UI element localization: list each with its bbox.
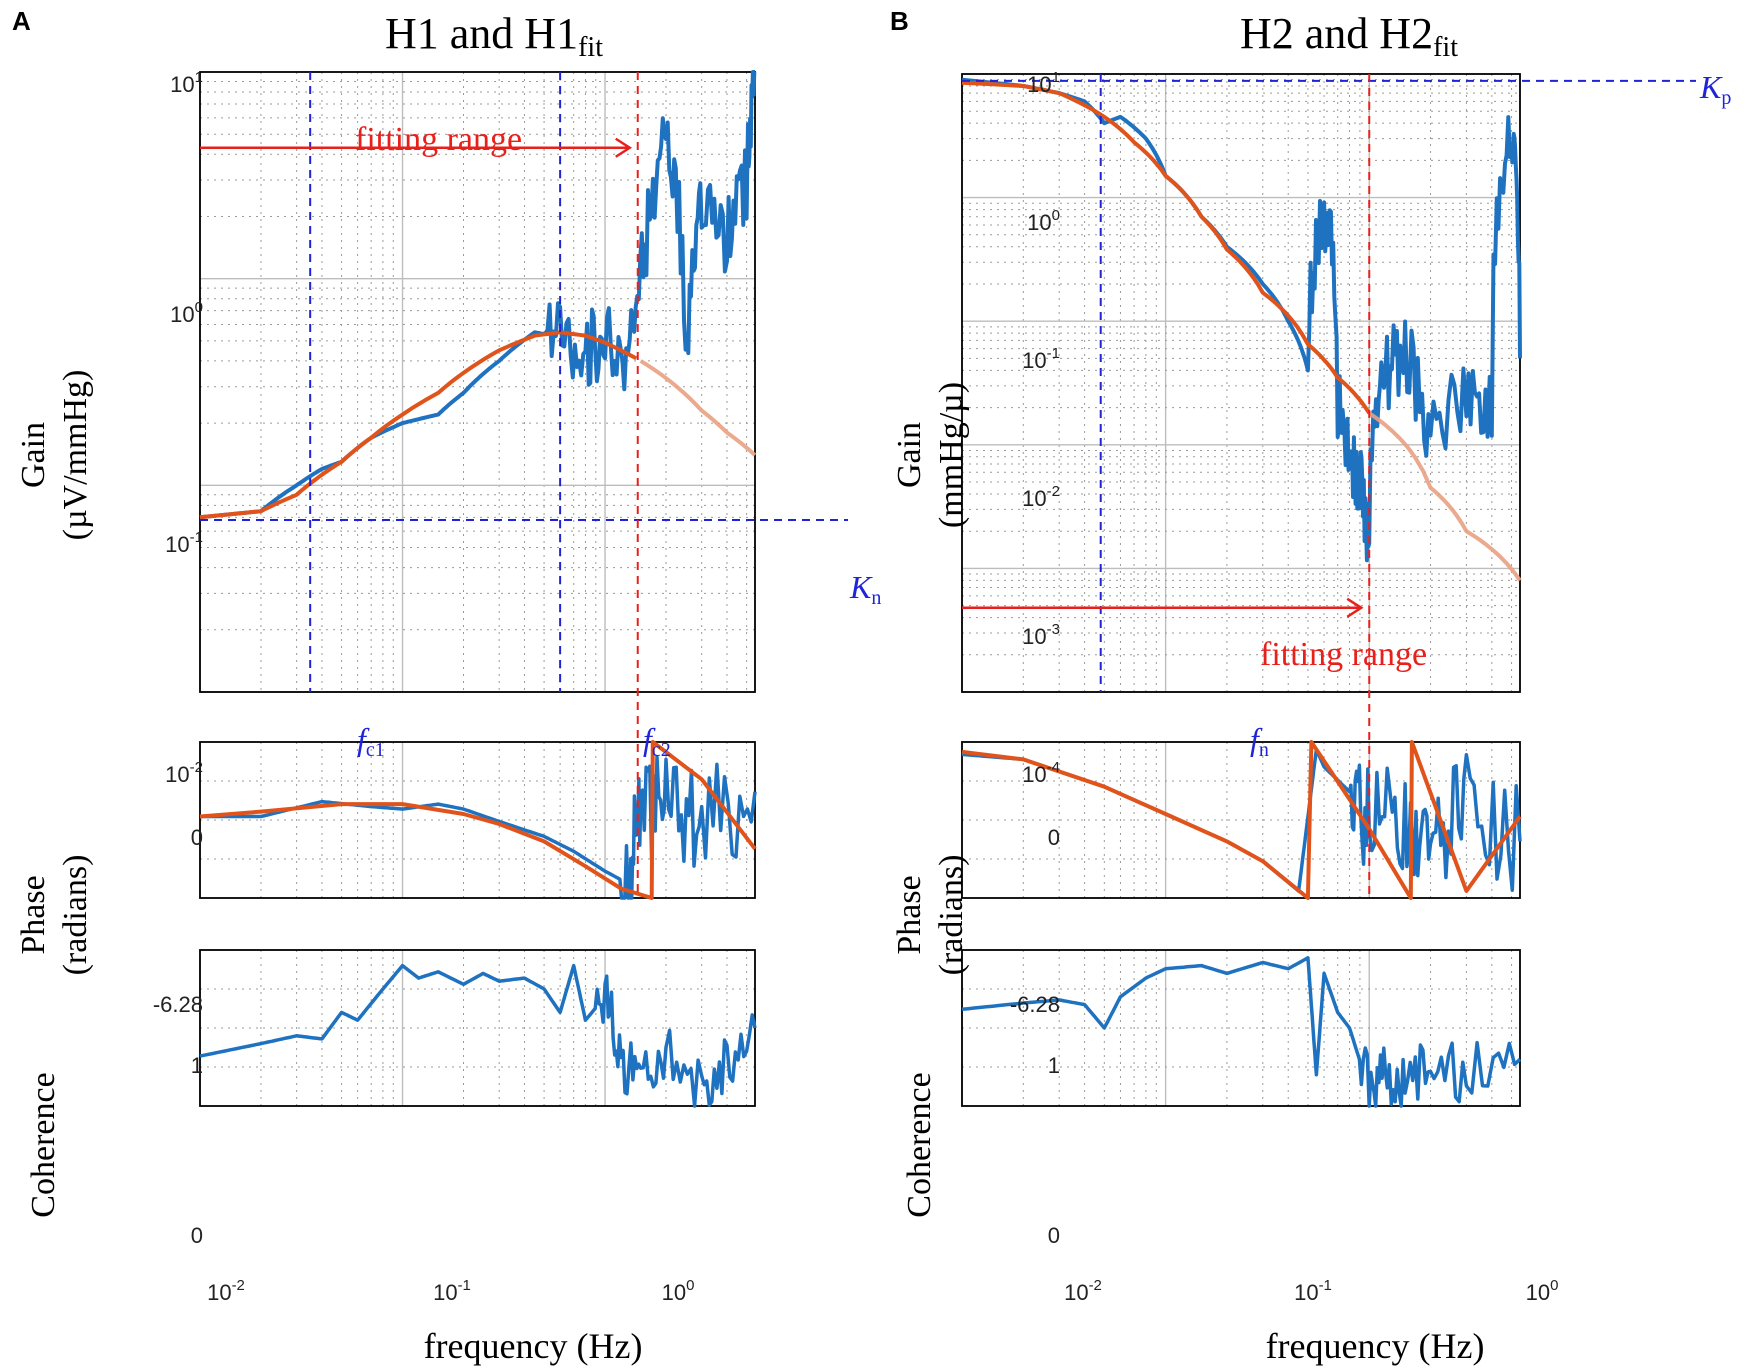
- xlabel-b: frequency (Hz): [1266, 1326, 1485, 1366]
- panel-a-coherence-line: [199, 963, 757, 1108]
- gain-ylabel-b-line1: Gain: [891, 422, 928, 488]
- x-tick-a-2: 10-1: [433, 1277, 471, 1305]
- fn-label: fn: [1250, 721, 1269, 761]
- fitting-range-label-a: fitting range: [355, 121, 522, 158]
- panel-letter-b: B: [890, 6, 909, 36]
- kn-label: Kn: [849, 569, 881, 609]
- coh-tick-b-bottom: 0: [1048, 1223, 1060, 1248]
- panel-a-coherence-frame: [199, 949, 756, 1107]
- plot-layer: [199, 70, 1696, 1108]
- panel-b-annotations: [962, 74, 1696, 898]
- panel-a-phase-fit-line: [199, 740, 757, 900]
- coherence-ylabel-b: Coherence: [901, 1072, 938, 1217]
- panel-b-coherence-axes: [961, 949, 1521, 1107]
- fitting-range-arrowhead-a: [615, 137, 633, 158]
- panel-a-annotations: [200, 72, 848, 898]
- panel-b-gain-frame: [961, 73, 1521, 693]
- gain-ylabel-a-line2: (µV/mmHg): [57, 370, 94, 541]
- coh-tick-b-top: 1: [1048, 1053, 1060, 1078]
- panel-a-gain-axes: [199, 71, 756, 693]
- fitting-range-arrowhead-b: [1346, 597, 1364, 618]
- phase-tick-b-bottom: -6.28: [1010, 992, 1060, 1017]
- gain-ylabel-b-line2: (mmHg/µ): [933, 382, 970, 528]
- fc1-label: fc1: [357, 721, 385, 761]
- coherence-ylabel-a: Coherence: [25, 1072, 62, 1217]
- panel-a-coherence-axes: [199, 949, 756, 1107]
- panel-b-gain-measured-line: [961, 77, 1522, 563]
- panel-a-series: [199, 70, 757, 1108]
- x-tick-a-3: 100: [662, 1277, 695, 1305]
- panel-b-phase-fit-line: [961, 740, 1522, 900]
- panel-a-gain-fit-line: [199, 330, 638, 520]
- phase-ylabel-b-line2: (radians): [933, 855, 970, 976]
- phase-ylabel-b-line1: Phase: [891, 875, 928, 954]
- gain-tick-b-1: 101: [1027, 69, 1060, 97]
- panel-b-coherence-line: [961, 956, 1522, 1108]
- xlabel-a: frequency (Hz): [424, 1326, 643, 1366]
- kp-label: Kp: [1699, 69, 1731, 109]
- phase-tick-b-top: 0: [1048, 825, 1060, 850]
- phase-ylabel-a-line2: (radians): [57, 855, 94, 976]
- title-a: H1 and H1fit: [385, 9, 603, 63]
- phase-tick-a-top: 0: [191, 825, 203, 850]
- phase-ylabel-a-line1: Phase: [15, 875, 52, 954]
- gain-tick-a-1: 101: [170, 69, 203, 97]
- coh-tick-a-bottom: 0: [191, 1223, 203, 1248]
- gain-tick-b-4: 10-2: [1022, 483, 1060, 511]
- x-tick-b-2: 10-1: [1294, 1277, 1332, 1305]
- gain-ylabel-a-line1: Gain: [15, 422, 52, 488]
- gain-tick-b-6: 10-4: [1022, 759, 1060, 787]
- gain-tick-a-3: 10-1: [165, 529, 203, 557]
- gain-tick-b-2: 100: [1027, 207, 1060, 235]
- panel-letter-a: A: [12, 6, 31, 36]
- gain-tick-a-4: 10-2: [165, 759, 203, 787]
- x-tick-a-1: 10-2: [207, 1277, 245, 1305]
- panel-a-gain-measured-line: [199, 70, 757, 520]
- panel-b-series: [961, 77, 1522, 1108]
- panel-a-phase-measured-line: [200, 755, 757, 900]
- gain-tick-b-5: 10-3: [1022, 621, 1060, 649]
- x-tick-b-3: 100: [1526, 1277, 1559, 1305]
- panel-a-phase-frame: [199, 741, 756, 899]
- phase-tick-a-bottom: -6.28: [153, 992, 203, 1017]
- panel-b-gain-fit-extrapolated-line: [1368, 411, 1522, 582]
- panel-a-phase-axes: [199, 741, 756, 899]
- panel-b-coherence-frame: [961, 949, 1521, 1107]
- panel-b-phase-axes: [961, 741, 1521, 899]
- gain-tick-b-3: 10-1: [1022, 345, 1060, 373]
- coh-tick-a-top: 1: [191, 1053, 203, 1078]
- x-tick-b-1: 10-2: [1064, 1277, 1102, 1305]
- fitting-range-label-b: fitting range: [1260, 636, 1427, 673]
- panel-a-gain-fit-extrapolated-line: [639, 359, 757, 457]
- panel-a-gain-frame: [199, 71, 756, 693]
- fc2-label: fc2: [643, 721, 671, 761]
- panel-b-gain-axes: [961, 73, 1521, 693]
- panel-b-gain-fit-line: [961, 80, 1371, 415]
- title-b: H2 and H2fit: [1240, 9, 1458, 63]
- gain-tick-a-2: 100: [170, 299, 203, 327]
